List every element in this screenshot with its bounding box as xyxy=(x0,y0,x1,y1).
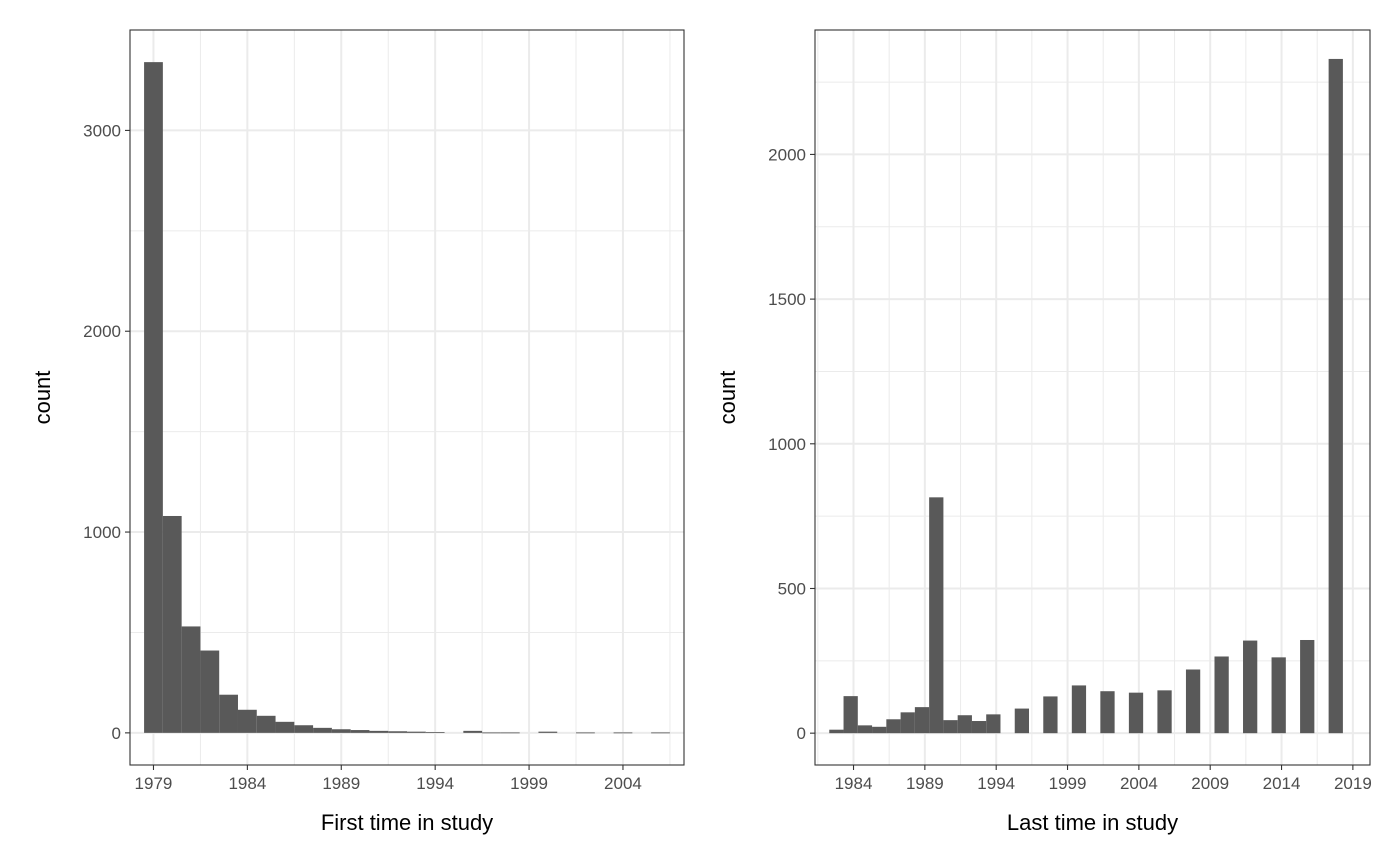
left-x-tick-label: 1989 xyxy=(322,774,360,793)
left-histogram-bar xyxy=(331,729,351,733)
left-y-axis-title: count xyxy=(30,371,55,425)
right-x-tick-label: 2009 xyxy=(1191,774,1229,793)
right-y-axis-title: count xyxy=(715,371,740,425)
left-x-tick-label: 1979 xyxy=(135,774,173,793)
left-histogram-bar xyxy=(651,732,670,734)
left-histogram-bar xyxy=(538,731,558,733)
right-histogram-bar xyxy=(971,721,987,734)
left-histogram-bar xyxy=(313,727,332,733)
left-y-tick-label: 1000 xyxy=(83,523,121,542)
right-histogram-bar xyxy=(957,715,972,734)
right-y-tick-label: 500 xyxy=(778,579,806,598)
left-panel: 1979 1984 1989 1994 1999 2004 0 1000 2000 3000 F… xyxy=(30,29,685,835)
left-histogram-bar xyxy=(237,709,257,733)
right-panel-border xyxy=(814,29,1371,766)
left-histogram-bar xyxy=(219,694,238,733)
left-histogram-bar xyxy=(350,730,370,733)
right-histogram-bar xyxy=(1100,691,1115,734)
right-histogram-bar xyxy=(1300,639,1315,734)
left-y-tick-label: 0 xyxy=(112,724,121,743)
left-histogram-bar xyxy=(162,515,182,733)
right-histogram-bar xyxy=(986,714,1001,734)
left-histogram-bar xyxy=(482,732,501,734)
right-y-tick-label: 2000 xyxy=(768,145,806,164)
right-histogram-bar xyxy=(1185,669,1201,734)
left-x-tick-label: 2004 xyxy=(604,774,642,793)
left-x-tick-label: 1994 xyxy=(416,774,454,793)
left-histogram-bar xyxy=(256,715,276,733)
right-x-tick-label: 2019 xyxy=(1334,774,1372,793)
left-x-axis-title: First time in study xyxy=(321,810,493,835)
left-y-tick-label: 3000 xyxy=(83,121,121,140)
left-histogram-bar xyxy=(463,730,483,733)
right-histogram-bar xyxy=(914,707,930,734)
left-panel-border xyxy=(129,29,685,766)
right-histogram-bar xyxy=(1014,708,1030,734)
left-histogram-bar xyxy=(369,730,389,733)
right-histogram-bar xyxy=(1157,690,1172,734)
right-y-tick-label: 1000 xyxy=(768,435,806,454)
right-histogram-bar xyxy=(1043,696,1058,734)
right-y-tick-label: 1500 xyxy=(768,290,806,309)
right-histogram-bar xyxy=(886,719,901,734)
right-histogram-bar xyxy=(1243,640,1258,734)
right-histogram-bar xyxy=(1071,685,1087,734)
left-histogram-bar xyxy=(425,732,445,733)
right-histogram-bar xyxy=(829,729,844,734)
left-histogram-bar xyxy=(500,732,520,734)
right-histogram-bar xyxy=(843,696,858,734)
right-histogram-bar xyxy=(943,720,958,734)
right-histogram-bar xyxy=(1271,657,1286,734)
left-histogram-bar xyxy=(613,732,633,734)
right-x-tick-label: 2004 xyxy=(1120,774,1158,793)
left-y-tick-label: 2000 xyxy=(83,322,121,341)
right-histogram-bar xyxy=(857,725,873,734)
right-histogram-bar xyxy=(900,712,915,734)
right-histogram-bar xyxy=(1214,656,1229,734)
right-histogram-bar xyxy=(929,497,944,734)
left-histogram-bar xyxy=(181,626,201,733)
left-histogram-bar xyxy=(388,731,407,733)
left-histogram-bar xyxy=(200,650,220,733)
right-x-tick-label: 1989 xyxy=(906,774,944,793)
left-x-tick-label: 1999 xyxy=(510,774,548,793)
right-x-tick-label: 2014 xyxy=(1263,774,1301,793)
left-x-tick-label: 1984 xyxy=(228,774,266,793)
right-y-tick-label: 0 xyxy=(797,724,806,743)
left-histogram-bar xyxy=(576,732,595,734)
right-histogram-bar xyxy=(1128,692,1144,734)
right-histogram-bar xyxy=(872,726,887,734)
right-panel: 1984 1989 1994 1999 2004 2009 2014 2019 0 500 100… xyxy=(715,29,1372,835)
right-x-tick-label: 1994 xyxy=(977,774,1015,793)
left-histogram-bar xyxy=(407,731,426,733)
right-histogram-bar xyxy=(1328,58,1343,734)
right-x-tick-label: 1999 xyxy=(1049,774,1087,793)
right-x-axis-title: Last time in study xyxy=(1007,810,1178,835)
left-histogram-bar xyxy=(144,62,163,733)
right-x-tick-label: 1984 xyxy=(835,774,873,793)
left-histogram-bar xyxy=(294,725,314,733)
left-histogram-bar xyxy=(275,721,295,733)
